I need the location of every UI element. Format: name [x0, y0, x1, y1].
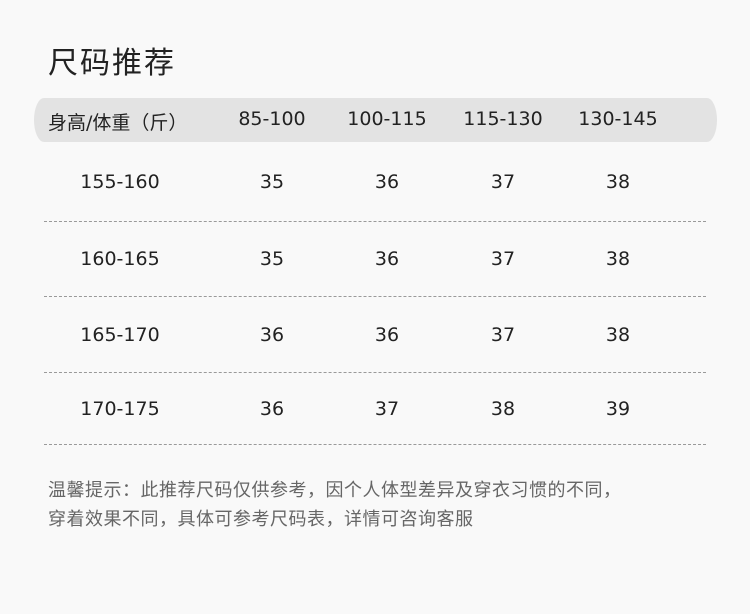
row-height-label: 160-165	[80, 248, 160, 270]
row-height-label: 165-170	[80, 324, 160, 346]
table-cell: 38	[605, 171, 631, 193]
table-cell: 35	[259, 171, 285, 193]
table-cell: 39	[605, 398, 631, 420]
table-cell: 37	[490, 248, 516, 270]
row-height-label: 170-175	[80, 398, 160, 420]
row-divider	[44, 444, 706, 445]
row-height-label: 155-160	[80, 171, 160, 193]
table-cell: 37	[490, 324, 516, 346]
column-header: 85-100	[238, 108, 306, 130]
table-cell: 36	[374, 248, 400, 270]
table-cell: 38	[605, 324, 631, 346]
column-header: 130-145	[578, 108, 658, 130]
table-cell: 36	[259, 324, 285, 346]
table-cell: 36	[259, 398, 285, 420]
page-title: 尺码推荐	[48, 46, 176, 81]
column-header: 115-130	[463, 108, 543, 130]
table-cell: 36	[374, 171, 400, 193]
column-header: 100-115	[347, 108, 427, 130]
table-cell: 35	[259, 248, 285, 270]
note-line-2: 穿着效果不同，具体可参考尺码表，详情可咨询客服	[48, 509, 474, 530]
row-divider	[44, 221, 706, 222]
table-cell: 37	[490, 171, 516, 193]
row-divider	[44, 296, 706, 297]
table-cell: 38	[605, 248, 631, 270]
table-cell: 36	[374, 324, 400, 346]
table-cell: 37	[374, 398, 400, 420]
table-cell: 38	[490, 398, 516, 420]
table-header-bar	[34, 98, 717, 142]
row-divider	[44, 372, 706, 373]
column-header: 身高/体重（斤）	[48, 112, 188, 134]
note-line-1: 温馨提示：此推荐尺码仅供参考，因个人体型差异及穿衣习惯的不同，	[48, 480, 622, 501]
